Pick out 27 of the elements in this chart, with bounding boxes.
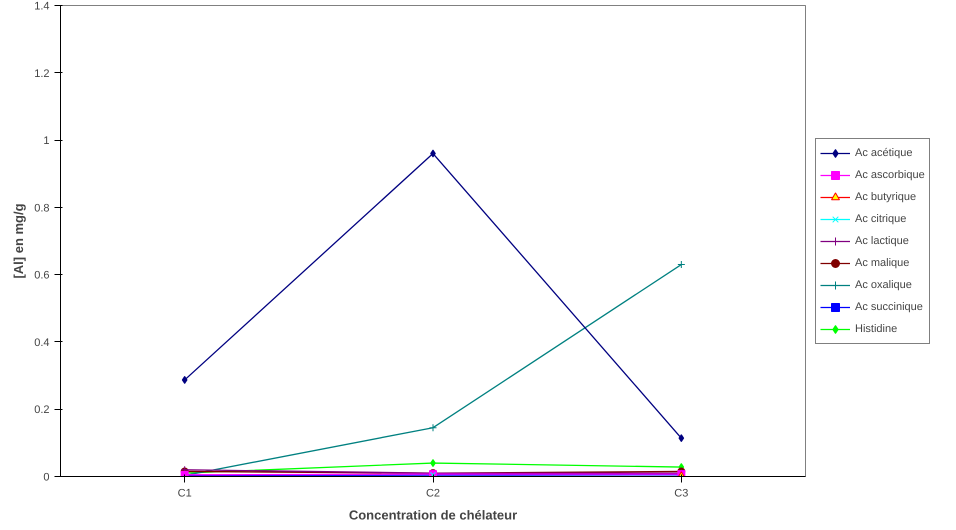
legend-label: Ac acétique (855, 146, 912, 160)
legend-label: Ac malique (855, 256, 910, 270)
y-tick-label: 0 (43, 472, 50, 484)
y-tick-label: 1.4 (34, 0, 50, 12)
point (429, 424, 437, 432)
y-tick-label: 0.8 (34, 202, 50, 214)
legend-label: Ac succinique (855, 300, 923, 314)
legend-label: Ac ascorbique (855, 168, 925, 182)
point (677, 260, 686, 269)
point (182, 376, 188, 384)
legend-label: Ac oxalique (855, 278, 912, 292)
y-axis-title: [Al] en mg/g (11, 203, 26, 279)
y-tick-label: 0.4 (34, 336, 50, 349)
legend-label: Ac butyrique (855, 190, 916, 204)
x-axis-title: Concentration de chélateur (348, 508, 518, 522)
legend-label: Histidine (855, 322, 898, 336)
x-tick-label: C3 (674, 488, 688, 500)
y-tick-label: 0.2 (34, 404, 50, 416)
y-tick-label: 1.2 (34, 68, 50, 80)
legend-label: Ac citrique (855, 212, 906, 226)
x-tick-label: C1 (178, 488, 192, 500)
point (678, 434, 684, 442)
x-tick-label: C2 (426, 488, 440, 500)
point (430, 150, 436, 158)
y-tick-label: 0.6 (34, 270, 50, 282)
y-tick-label: 1 (43, 135, 50, 148)
legend-label: Ac lactique (855, 234, 909, 248)
